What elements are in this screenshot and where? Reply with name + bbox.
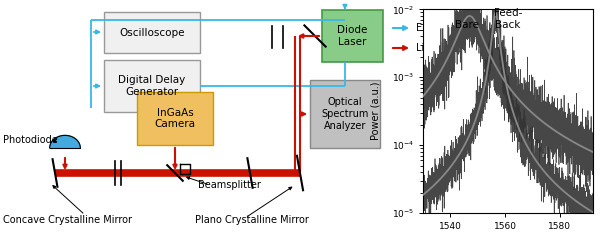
Text: Light Path: Light Path [416, 43, 466, 53]
FancyBboxPatch shape [104, 60, 200, 112]
FancyBboxPatch shape [137, 92, 213, 145]
FancyBboxPatch shape [104, 12, 200, 53]
Text: Bare: Bare [455, 20, 479, 30]
Polygon shape [50, 135, 80, 148]
Text: Concave Crystalline Mirror: Concave Crystalline Mirror [3, 215, 132, 225]
Text: Electrical Connections: Electrical Connections [416, 23, 524, 33]
Y-axis label: Power (a.u.): Power (a.u.) [371, 82, 380, 140]
Text: Photodiode: Photodiode [3, 135, 58, 145]
Text: InGaAs
Camera: InGaAs Camera [155, 108, 196, 129]
Text: Diode
Laser: Diode Laser [337, 25, 368, 47]
FancyBboxPatch shape [310, 80, 380, 148]
FancyBboxPatch shape [322, 10, 383, 62]
Text: Feed-
Back: Feed- Back [494, 8, 522, 30]
Text: Beamsplitter: Beamsplitter [198, 180, 261, 190]
Text: Digital Delay
Generator: Digital Delay Generator [118, 75, 185, 97]
Text: Oscilloscope: Oscilloscope [119, 28, 185, 37]
Text: Optical
Spectrum
Analyzer: Optical Spectrum Analyzer [322, 97, 368, 131]
Text: Plano Crystalline Mirror: Plano Crystalline Mirror [195, 215, 309, 225]
